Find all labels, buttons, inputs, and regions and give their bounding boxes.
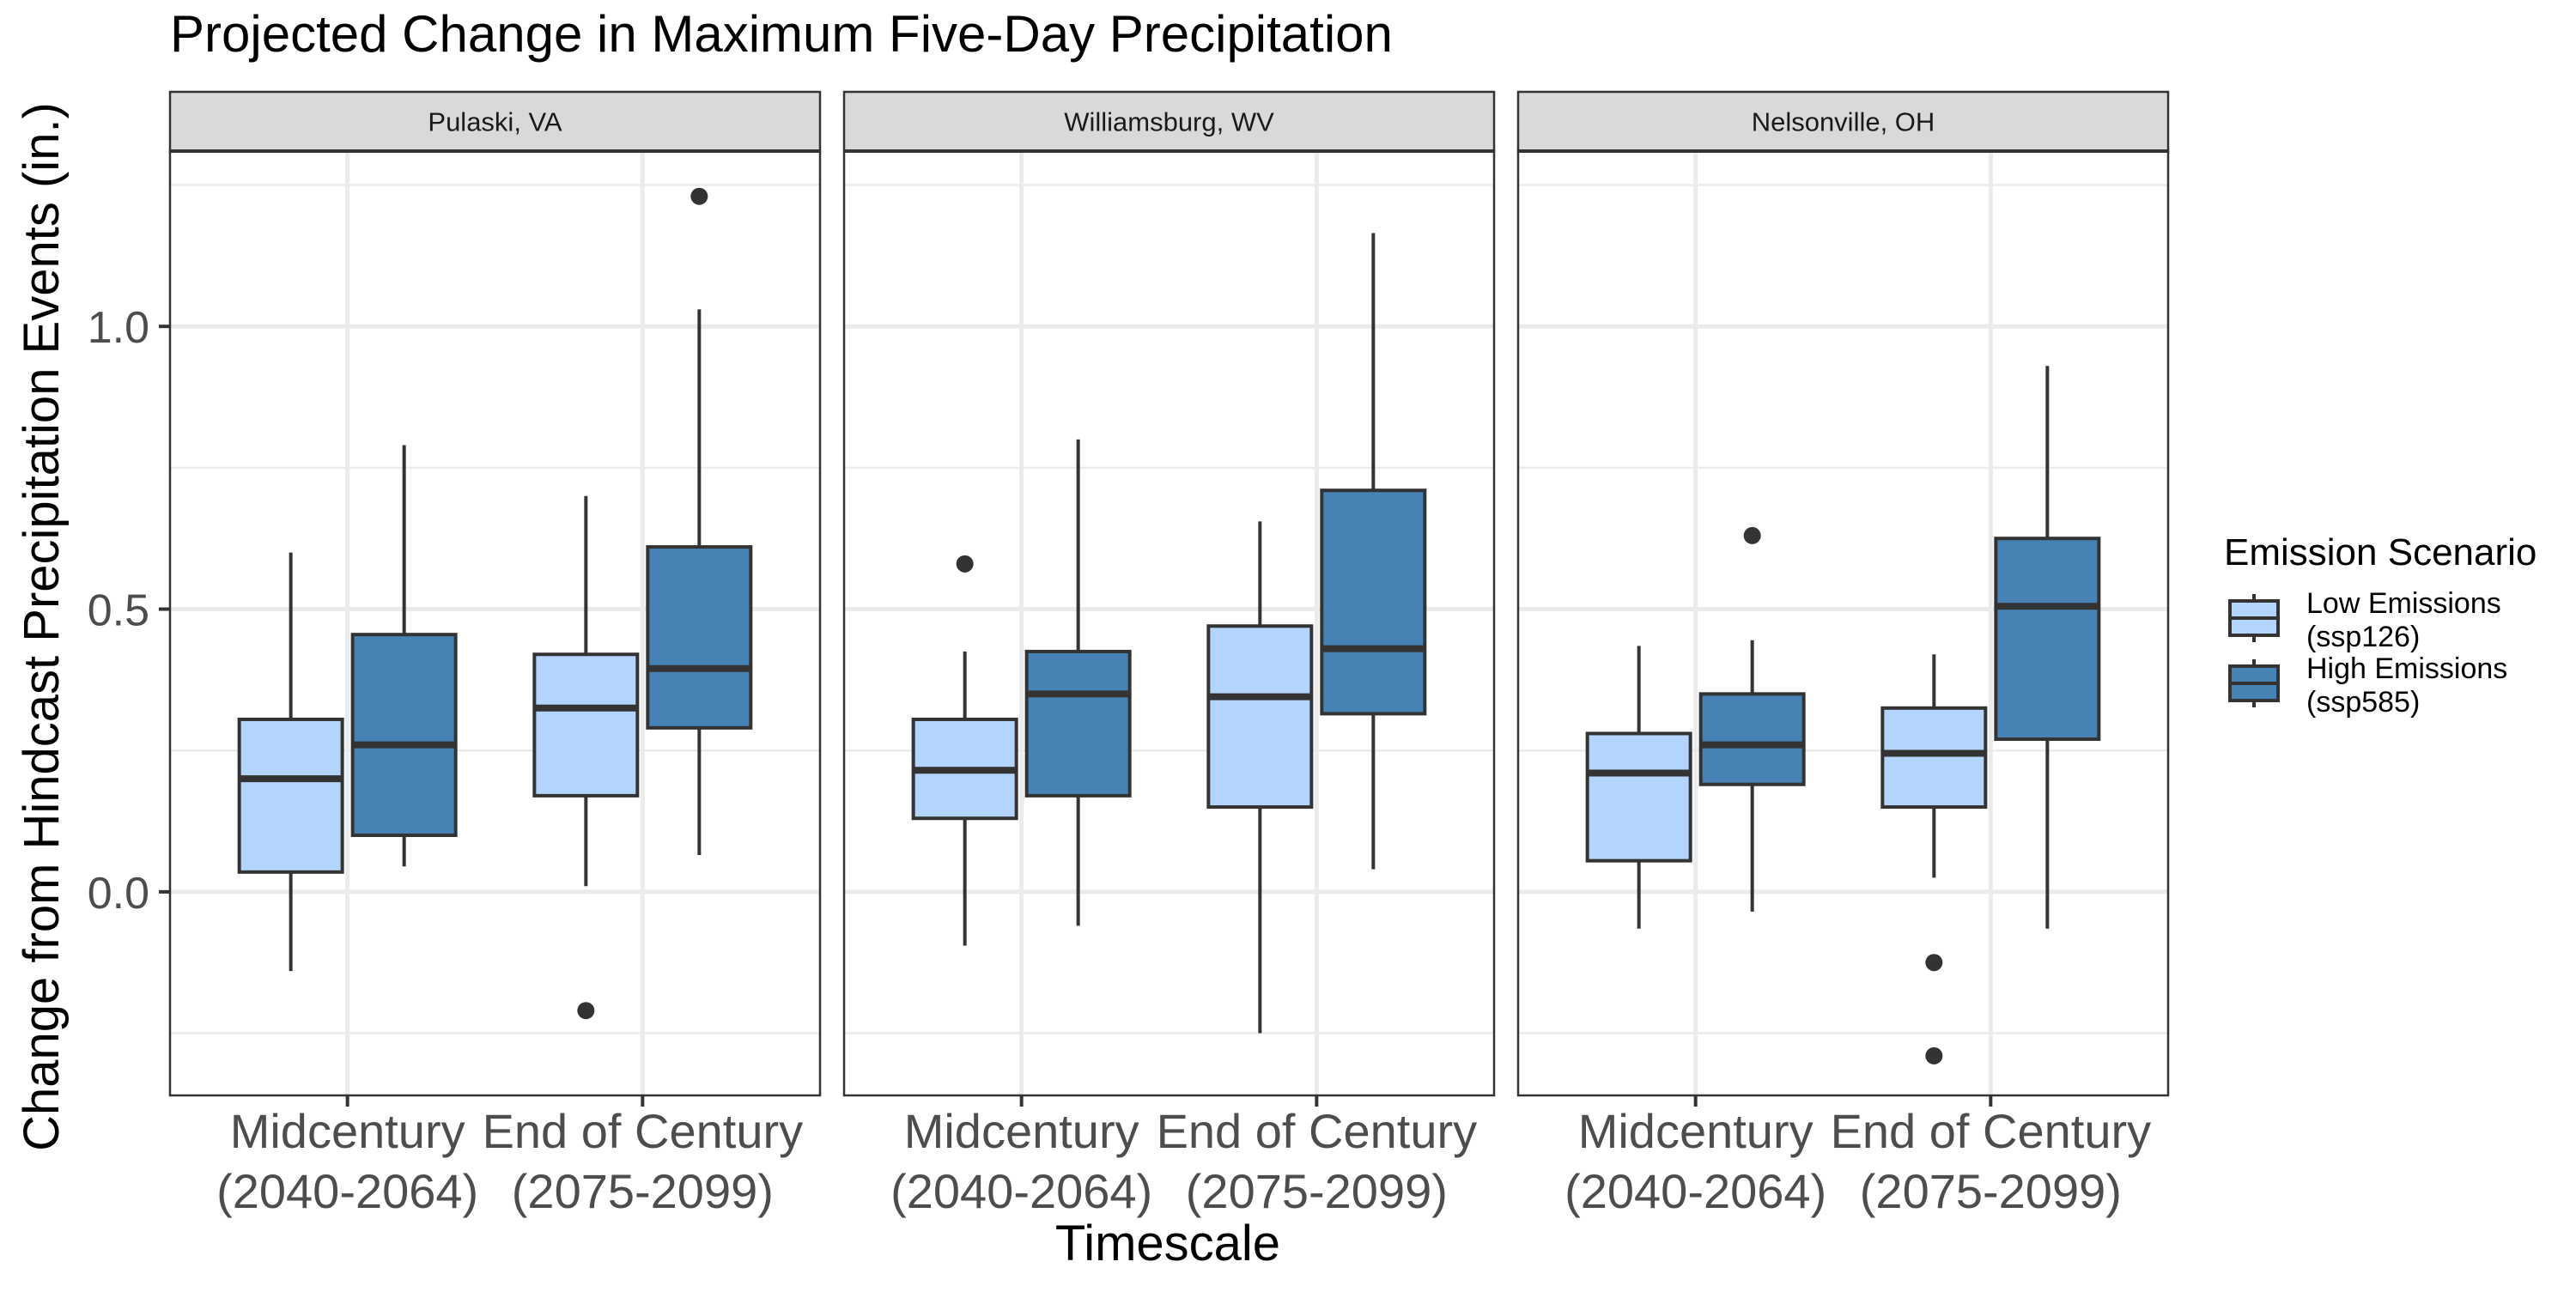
box-low xyxy=(911,555,1018,946)
facet-panel: Williamsburg, WV Midcentury (2040-2064)End… xyxy=(842,90,1496,1218)
x-tick-label: (2075-2099) xyxy=(1860,1164,2122,1218)
outlier-point xyxy=(690,187,708,205)
y-tick-label: 0.0 xyxy=(88,869,149,919)
x-tick-label: (2075-2099) xyxy=(1186,1164,1448,1218)
legend-item-low: Low Emissions(ssp126) xyxy=(2228,587,2501,653)
chart-title: Projected Change in Maximum Five-Day Pre… xyxy=(170,5,1393,63)
box-high xyxy=(646,187,753,856)
box-low xyxy=(1585,646,1692,929)
box-low xyxy=(1206,521,1314,1034)
box-iqr xyxy=(1698,692,1806,786)
facet-panel: Pulaski, VA Midcentury (2040-2064)End of C… xyxy=(168,90,822,1218)
facet-panel: Nelsonville, OH Midcentury (2040-2064)End … xyxy=(1516,90,2170,1218)
box-iqr xyxy=(350,633,458,838)
box-iqr xyxy=(646,545,753,730)
legend-item-label: (ssp126) xyxy=(2306,621,2420,653)
box-low xyxy=(532,495,640,1020)
facet-strip-label: Williamsburg, WV xyxy=(1064,107,1274,137)
outlier-point xyxy=(956,555,974,573)
box-iqr xyxy=(1024,649,1132,798)
x-tick-label: (2040-2064) xyxy=(216,1164,478,1218)
box-iqr xyxy=(237,717,344,874)
facet-strip xyxy=(168,90,822,153)
facet-strip xyxy=(842,90,1496,153)
x-tick-label: End of Century xyxy=(1157,1104,1478,1158)
x-tick-label: (2075-2099) xyxy=(512,1164,774,1218)
x-tick-label: Midcentury xyxy=(230,1104,465,1158)
y-tick-label: 1.0 xyxy=(88,303,149,353)
outlier-point xyxy=(577,1002,595,1020)
x-axis-label: Timescale xyxy=(1055,1216,1280,1271)
facet-strip-label: Pulaski, VA xyxy=(428,107,562,137)
box-high xyxy=(350,445,458,867)
box-iqr xyxy=(1585,731,1692,863)
x-tick-label: (2040-2064) xyxy=(1564,1164,1826,1218)
y-tick-label: 0.5 xyxy=(88,586,149,636)
x-tick-label: End of Century xyxy=(483,1104,804,1158)
legend-item-label: High Emissions xyxy=(2306,652,2507,685)
outlier-point xyxy=(1925,1046,1943,1065)
box-low xyxy=(1880,654,1988,1065)
box-high xyxy=(1698,526,1806,912)
legend-item-high: High Emissions(ssp585) xyxy=(2228,652,2507,719)
box-high xyxy=(1024,439,1132,926)
box-high xyxy=(1994,366,2101,929)
outlier-point xyxy=(1925,954,1943,972)
legend-title: Emission Scenario xyxy=(2224,531,2537,573)
legend-item-label: (ssp585) xyxy=(2306,686,2420,719)
y-axis: 0.0 0.5 1.0 xyxy=(88,303,170,919)
x-tick-label: Midcentury xyxy=(1578,1104,1814,1158)
x-tick-label: End of Century xyxy=(1831,1104,2152,1158)
facet-strip-label: Nelsonville, OH xyxy=(1752,107,1935,137)
y-axis-label: Change from Hindcast Precipitation Event… xyxy=(14,102,70,1151)
legend: Emission Scenario Low Emissions(ssp126)Hi… xyxy=(2224,531,2537,719)
box-iqr xyxy=(1206,624,1314,810)
box-iqr xyxy=(532,652,640,798)
box-low xyxy=(237,552,344,972)
x-tick-label: (2040-2064) xyxy=(890,1164,1152,1218)
box-iqr xyxy=(1994,537,2101,742)
box-iqr xyxy=(1320,488,1427,716)
box-high xyxy=(1320,233,1427,870)
box-iqr xyxy=(1880,706,1988,810)
outlier-point xyxy=(1743,526,1761,544)
legend-item-label: Low Emissions xyxy=(2306,587,2501,620)
facet-strip xyxy=(1516,90,2170,153)
x-tick-label: Midcentury xyxy=(904,1104,1139,1158)
